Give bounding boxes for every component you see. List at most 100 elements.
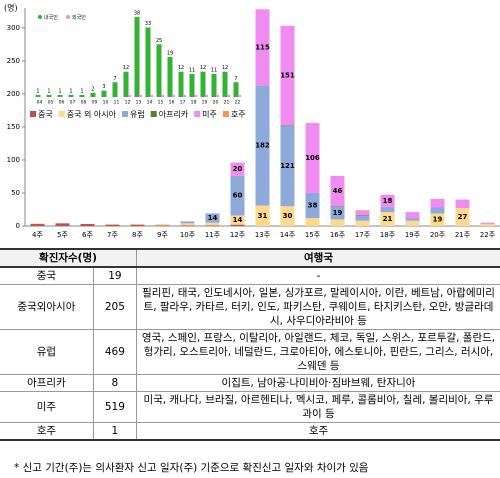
inset-value-label: 19 xyxy=(167,51,173,57)
bar-segment xyxy=(355,210,370,211)
x-tick-label: 7주 xyxy=(107,231,118,239)
legend-label: 중국 외 아시아 xyxy=(67,109,117,119)
bar-segment xyxy=(180,225,195,226)
inset-value-label: 12 xyxy=(222,65,228,71)
inset-bar xyxy=(79,94,85,97)
y-tick-label: 300 xyxy=(7,24,20,32)
inset-value-label: 1 xyxy=(58,88,61,94)
region-cell: 유럽 xyxy=(0,329,94,375)
inset-bar xyxy=(178,71,184,97)
value-label: 19 xyxy=(433,216,443,224)
value-label: 182 xyxy=(255,141,270,149)
legend-swatch xyxy=(58,111,65,117)
inset-value-label: 12 xyxy=(123,65,129,71)
bar-segment xyxy=(355,215,370,217)
x-tick-label: 6주 xyxy=(82,231,93,239)
inset-legend-label: 내국인 xyxy=(44,14,58,21)
inset-bar xyxy=(189,73,195,97)
y-tick-label: 100 xyxy=(7,156,20,164)
inset-x-label: 07 xyxy=(70,100,76,106)
value-label: 19 xyxy=(333,209,343,217)
value-label: 121 xyxy=(280,162,295,170)
legend-swatch xyxy=(222,111,229,117)
legend-swatch xyxy=(150,111,157,117)
region-cell: 호주 xyxy=(0,422,94,441)
x-tick-label: 19주 xyxy=(405,231,421,239)
inset-x-label: 14 xyxy=(147,100,153,106)
inset-bar xyxy=(222,71,228,97)
x-tick-label: 10주 xyxy=(180,231,196,239)
x-tick-label: 21주 xyxy=(455,231,471,239)
inset-bar xyxy=(167,57,173,97)
inset-bar xyxy=(46,94,52,97)
inset-value-label: 12 xyxy=(200,65,206,71)
legend-label: 유럽 xyxy=(130,110,145,119)
legend-label: 아프리카 xyxy=(159,109,189,119)
table: 확진자수(명) 여행국 중국 19- 중국외아시아 205 필리핀, 태국, 인도네시아, … xyxy=(0,248,500,441)
bar-segment xyxy=(330,206,345,220)
inset-x-label: 12 xyxy=(125,100,131,106)
bar-segment xyxy=(405,220,420,226)
bar-segment xyxy=(305,122,320,193)
bar-segment xyxy=(105,224,120,225)
header-row: 확진자수(명) 여행국 xyxy=(0,248,500,268)
legend-swatch xyxy=(30,111,36,117)
region-cell: 아프리카 xyxy=(0,374,94,392)
x-tick-label: 5주 xyxy=(57,231,68,239)
inset-bar xyxy=(134,17,140,97)
y-tick-label: 50 xyxy=(11,189,20,197)
bar-segment xyxy=(380,194,395,207)
x-tick-label: 4주 xyxy=(32,231,43,239)
countries-cell: - xyxy=(136,266,500,285)
x-tick-label: 22주 xyxy=(480,231,496,239)
x-tick-label: 17주 xyxy=(355,231,371,239)
table-row: 중국외아시아 205 필리핀, 태국, 인도네시아, 일본, 싱가포르, 말레이시아… xyxy=(0,284,500,330)
inset-bar xyxy=(35,94,41,97)
bar-segment xyxy=(280,125,295,127)
value-label: 151 xyxy=(280,72,295,80)
x-tick-label: 14주 xyxy=(280,231,296,239)
x-tick-label: 9주 xyxy=(157,231,168,239)
bar-segment xyxy=(255,205,270,226)
bar-segment xyxy=(55,223,70,226)
bar-segment xyxy=(380,212,395,226)
count-cell: 519 xyxy=(92,391,138,423)
table-row: 중국 19- xyxy=(0,266,500,285)
region-cell: 중국 xyxy=(0,266,94,285)
inset-value-label: 3 xyxy=(102,84,105,90)
bar-segment xyxy=(355,216,370,221)
bar-segment xyxy=(305,192,320,219)
bar-segment xyxy=(380,206,395,213)
inset-x-label: 08 xyxy=(81,100,87,106)
bar-segment xyxy=(180,221,195,224)
inset-bar xyxy=(128,94,131,97)
x-tick-label: 11주 xyxy=(205,231,221,239)
inset-bar xyxy=(211,73,217,97)
inset-value-label: 11 xyxy=(211,67,217,73)
inset-x-label: 16 xyxy=(169,100,175,106)
count-cell: 19 xyxy=(92,266,138,285)
bar-segment xyxy=(480,222,495,225)
countries-cell: 이집트, 남아공·나미비아·짐바브웨, 탄자니아 xyxy=(136,374,500,392)
table-row: 아프리카 8 이집트, 남아공·나미비아·짐바브웨, 탄자니아 xyxy=(0,374,500,392)
value-label: 14 xyxy=(233,216,243,224)
header-cell: 확진자수(명) xyxy=(0,248,137,268)
bar-segment xyxy=(430,207,445,214)
inset-value-label: 11 xyxy=(189,67,195,73)
inset-x-label: 19 xyxy=(202,100,208,106)
x-tick-label: 15주 xyxy=(305,231,321,239)
inset-x-label: 11 xyxy=(114,100,120,106)
inset-bar xyxy=(145,27,151,98)
inset-x-label: 10 xyxy=(103,100,109,106)
bar-segment xyxy=(255,9,270,86)
bar-segment xyxy=(205,213,220,223)
legend-swatch xyxy=(194,111,201,117)
countries-cell: 영국, 스페인, 프랑스, 이탈리아, 아일랜드, 체코, 독일, 스위스, 포… xyxy=(136,329,500,375)
header-cell: 여행국 xyxy=(136,248,500,268)
inset-x-label: 20 xyxy=(213,100,219,106)
inset-value-label: 25 xyxy=(156,38,162,44)
inset-bar xyxy=(68,94,74,97)
bar-segment xyxy=(155,224,170,226)
inset-x-label: 09 xyxy=(92,100,98,106)
